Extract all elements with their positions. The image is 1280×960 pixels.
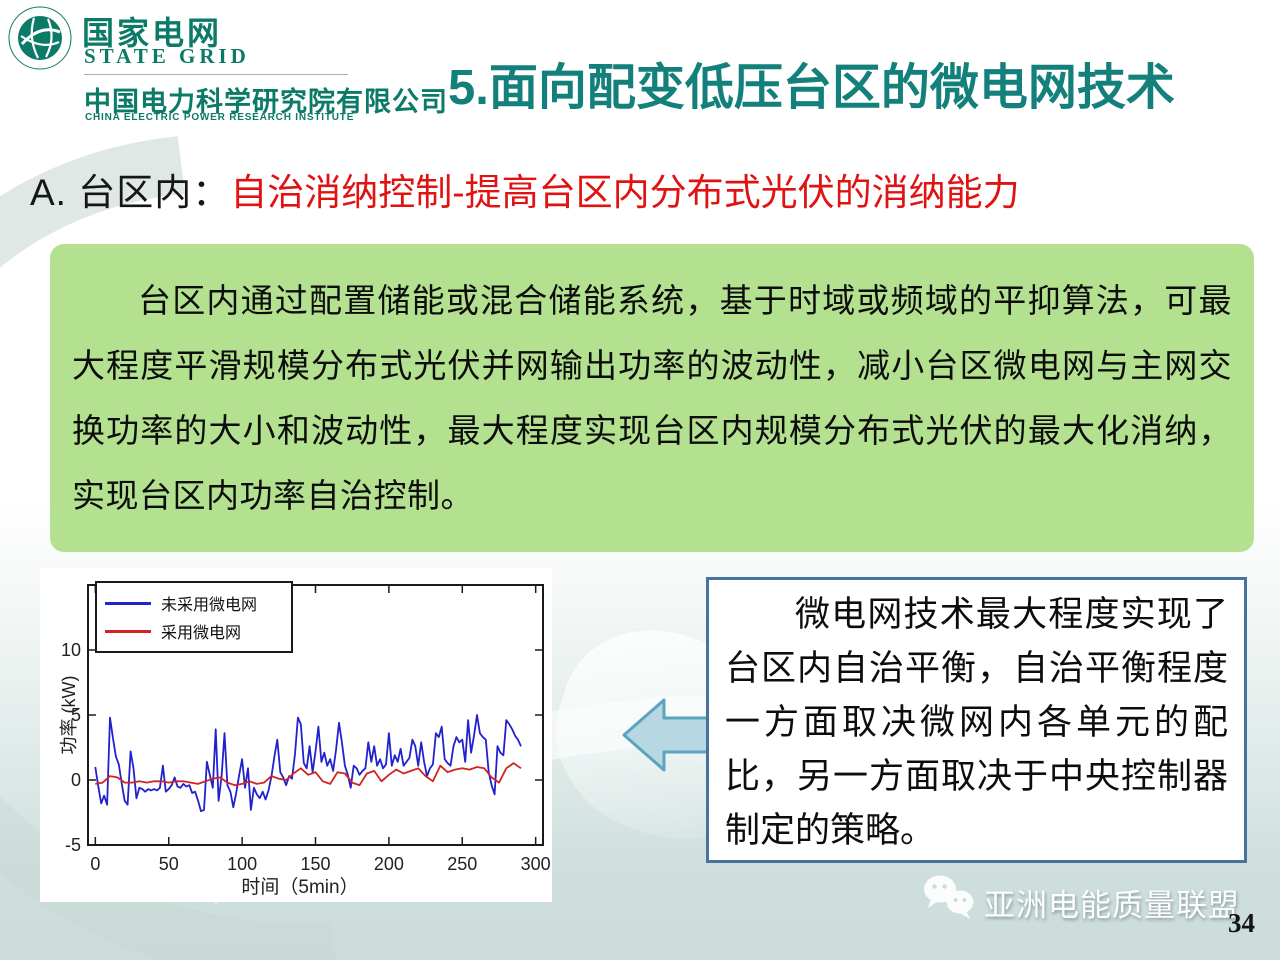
legend-item-no-microgrid: 未采用微电网 xyxy=(105,589,283,617)
page-number: 34 xyxy=(1228,908,1255,938)
state-grid-globe-icon xyxy=(8,6,72,70)
page-title: 5.面向配变低压台区的微电网技术 xyxy=(448,61,1175,115)
org-name-cn: 中国电力科学研究院有限公司 xyxy=(84,87,448,117)
logo-divider xyxy=(84,74,348,75)
power-chart: 0 50 100 150 200 250 300 -5 0 5 10 功率 (kW) 时间（5min… xyxy=(40,568,552,902)
legend-item-microgrid: 采用微电网 xyxy=(105,617,283,645)
svg-text:250: 250 xyxy=(447,854,477,874)
svg-text:100: 100 xyxy=(227,854,257,874)
section-heading: A. 台区内：自治消纳控制-提高台区内分布式光伏的消纳能力 xyxy=(30,162,1020,216)
legend-line-blue xyxy=(105,601,151,605)
callout-box: 微电网技术最大程度实现了台区内自治平衡，自治平衡程度一方面取决微网内各单元的配比… xyxy=(706,577,1247,863)
section-heading-prefix: A. 台区内： xyxy=(30,172,231,213)
logo-name-en: STATE GRID xyxy=(84,44,250,68)
wechat-icon xyxy=(924,875,974,919)
legend-line-red xyxy=(105,629,151,633)
legend-label: 未采用微电网 xyxy=(161,597,258,614)
org-name-en: CHINA ELECTRIC POWER RESEARCH INSTITUTE xyxy=(85,112,355,123)
section-heading-highlight: 自治消纳控制-提高台区内分布式光伏的消纳能力 xyxy=(230,172,1020,213)
svg-text:300: 300 xyxy=(521,854,551,874)
summary-text: 台区内通过配置储能或混合储能系统，基于时域或频域的平抑算法，可最大程度平滑规模分… xyxy=(72,282,1232,514)
legend-label: 采用微电网 xyxy=(161,625,242,642)
svg-text:50: 50 xyxy=(159,854,179,874)
callout-text: 微电网技术最大程度实现了台区内自治平衡，自治平衡程度一方面取决微网内各单元的配比… xyxy=(725,595,1228,850)
logo-name-cn: 国家电网 xyxy=(82,15,223,51)
svg-text:10: 10 xyxy=(61,640,81,660)
svg-text:5: 5 xyxy=(71,705,81,725)
svg-text:0: 0 xyxy=(71,770,81,790)
svg-text:0: 0 xyxy=(90,854,100,874)
summary-box: 台区内通过配置储能或混合储能系统，基于时域或频域的平抑算法，可最大程度平滑规模分… xyxy=(50,244,1254,552)
svg-text:200: 200 xyxy=(374,854,404,874)
alliance-name: 亚洲电能质量联盟 xyxy=(984,888,1240,923)
y-axis-label: 功率 (kW) xyxy=(59,675,79,755)
svg-text:150: 150 xyxy=(300,854,330,874)
x-axis-label: 时间（5min） xyxy=(241,877,359,898)
power-chart-svg: 0 50 100 150 200 250 300 -5 0 5 10 xyxy=(61,584,551,874)
svg-text:-5: -5 xyxy=(65,835,81,855)
chart-legend: 未采用微电网 采用微电网 xyxy=(95,581,293,653)
left-arrow-icon xyxy=(622,698,714,772)
